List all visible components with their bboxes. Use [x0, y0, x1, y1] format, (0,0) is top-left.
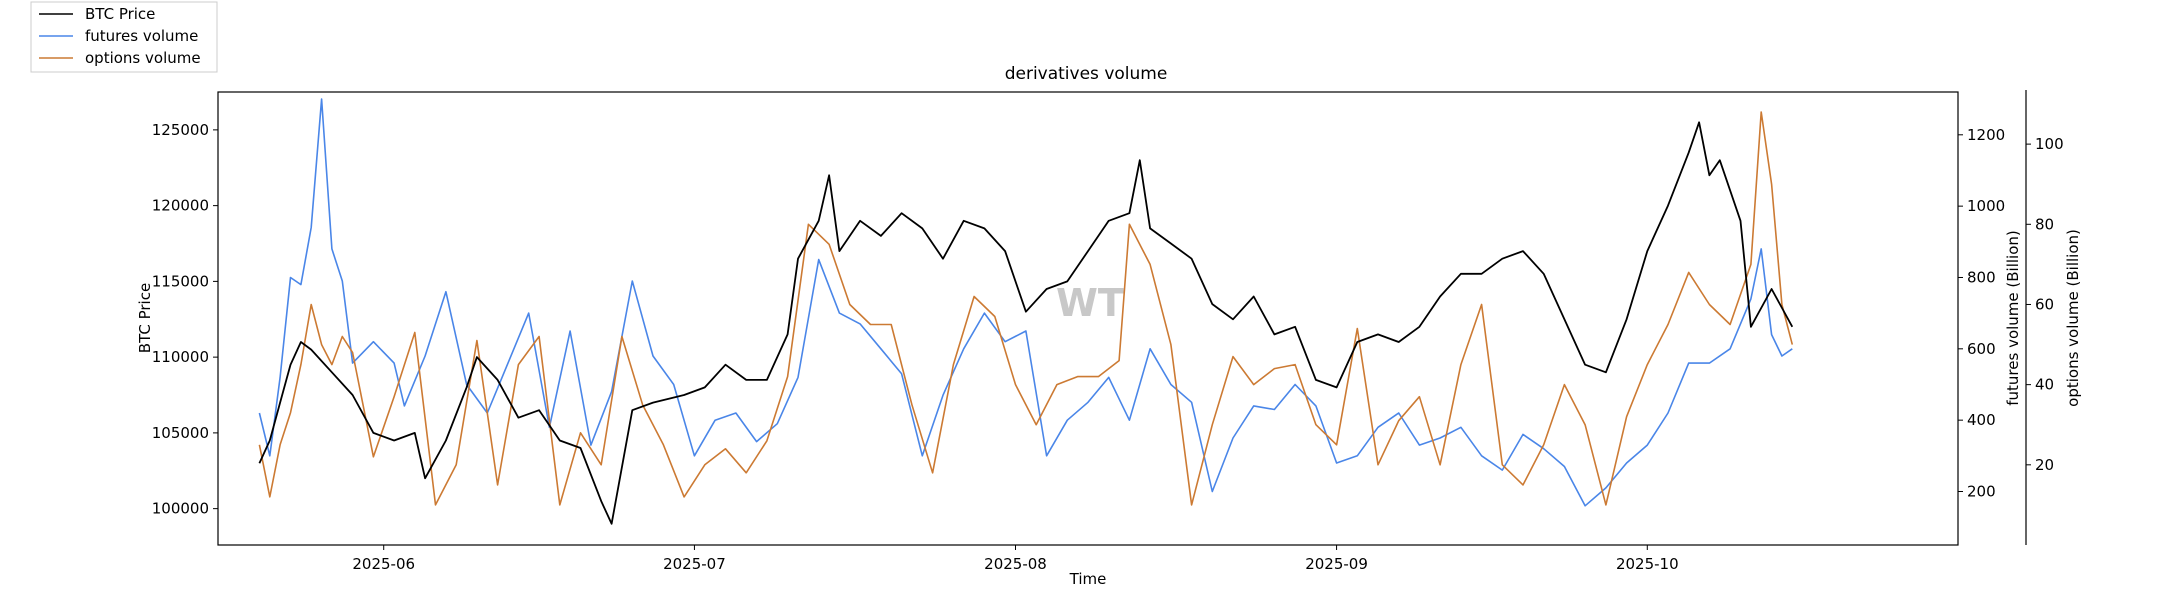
right2-tick-label: 100 [2035, 135, 2064, 153]
right2-axis-title: options volume (Billion) [2064, 229, 2082, 407]
left-tick-label: 105000 [152, 424, 209, 442]
right-tick-label: 200 [1967, 482, 1996, 500]
chart-title: derivatives volume [1005, 64, 1168, 84]
right-tick-label: 400 [1967, 411, 1996, 429]
series-line-options-volume [258, 111, 1794, 506]
left-tick-label: 110000 [152, 348, 209, 366]
right-tick-label: 1000 [1967, 197, 2005, 215]
legend-label-btc-price: BTC Price [85, 5, 155, 23]
right-tick-label: 600 [1967, 340, 1996, 358]
x-tick-label: 2025-09 [1305, 555, 1368, 573]
x-axis-title: Time [1069, 570, 1107, 588]
right-axis-title: futures volume (Billion) [2004, 230, 2022, 406]
series-line-futures-volume [258, 98, 1793, 507]
legend-label-options-volume: options volume [85, 49, 201, 67]
right-tick-label: 1200 [1967, 126, 2005, 144]
ticks-layer: 2025-06 2025-07 2025-08 2025-09 2025-10 10000… [152, 121, 2064, 573]
left-tick-label: 120000 [152, 197, 209, 215]
left-tick-label: 100000 [152, 500, 209, 518]
right-tick-label: 800 [1967, 268, 1996, 286]
legend-label-futures-volume: futures volume [85, 27, 198, 45]
x-tick-label: 2025-06 [352, 555, 415, 573]
watermark-text: WT [1056, 281, 1124, 325]
right2-tick-label: 80 [2035, 215, 2054, 233]
right2-tick-label: 60 [2035, 295, 2054, 313]
right2-tick-label: 20 [2035, 456, 2054, 474]
left-tick-label: 115000 [152, 272, 209, 290]
x-tick-label: 2025-10 [1616, 555, 1679, 573]
right2-tick-label: 40 [2035, 376, 2054, 394]
legend: BTC Price futures volume options volume [30, 1, 218, 73]
left-tick-label: 125000 [152, 121, 209, 139]
series-layer [258, 98, 1794, 525]
left-axis-title: BTC Price [136, 283, 154, 353]
plot-area [217, 91, 1959, 546]
series-line-btc-price [258, 121, 1794, 525]
x-tick-label: 2025-08 [984, 555, 1047, 573]
x-tick-label: 2025-07 [663, 555, 726, 573]
